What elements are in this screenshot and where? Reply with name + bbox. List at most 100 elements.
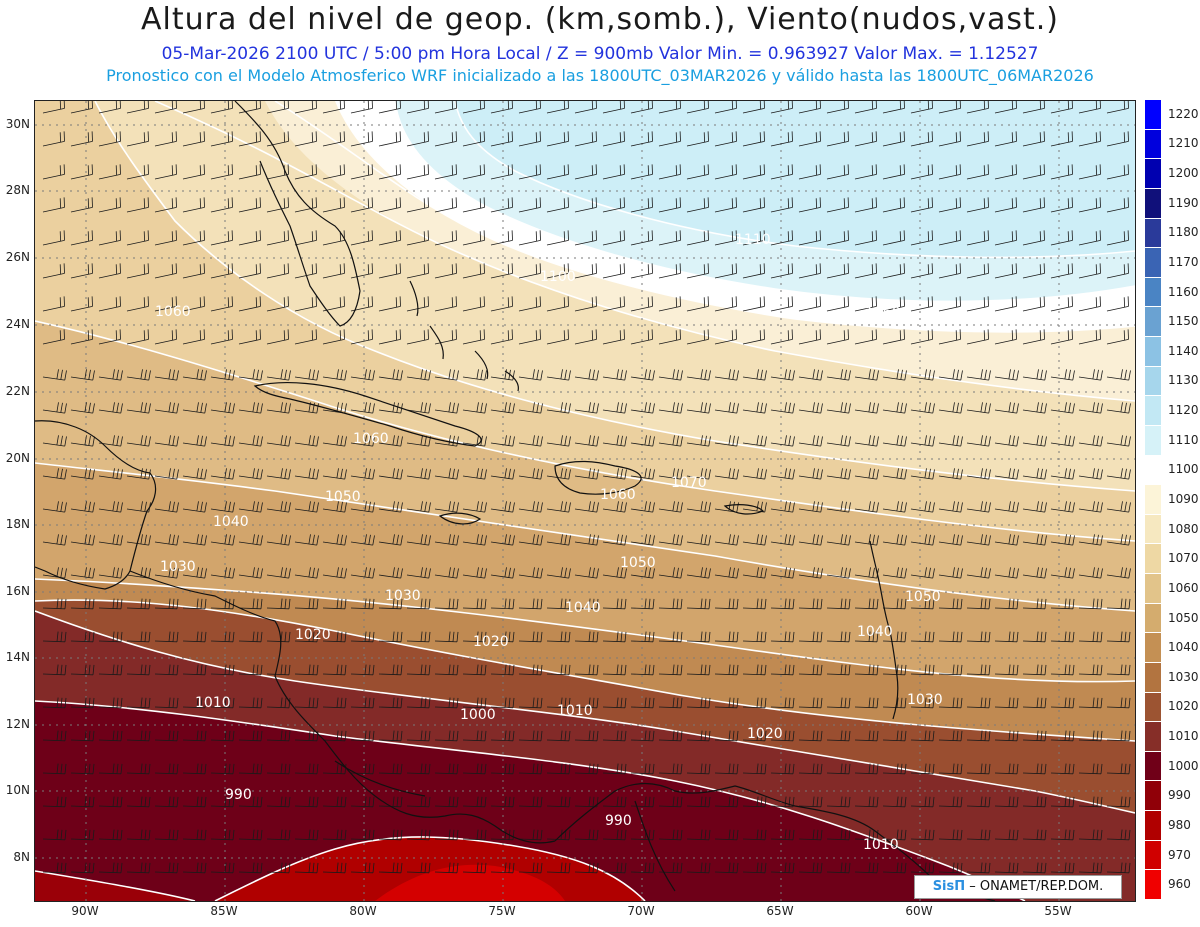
wind-barb <box>42 230 65 246</box>
lon-label-90w: 90W <box>71 904 99 918</box>
wind-barb <box>938 697 963 709</box>
wind-barb <box>1078 567 1103 579</box>
wind-barb <box>518 829 543 841</box>
wind-barb <box>938 534 963 546</box>
wind-barb <box>686 862 711 874</box>
wind-barb <box>798 369 823 381</box>
wind-barb <box>742 664 767 676</box>
wind-barb <box>1078 369 1103 381</box>
colorbar-swatch <box>1145 722 1161 752</box>
wind-barb <box>70 598 95 610</box>
wind-barb <box>210 369 235 381</box>
wind-barb <box>798 501 823 513</box>
wind-barb <box>742 468 767 480</box>
wind-barb <box>294 369 319 381</box>
wind-barb <box>154 501 179 513</box>
valid-time-line: 05-Mar-2026 2100 UTC / 5:00 pm Hora Loca… <box>161 44 1039 64</box>
forecast-map[interactable]: 1110 1100 1060 1060 1050 1040 1030 1030 … <box>34 100 1136 902</box>
wind-barb <box>938 197 961 213</box>
wind-barb <box>714 730 739 742</box>
wind-barb <box>910 664 935 676</box>
wind-barb <box>294 567 319 579</box>
wind-barb <box>350 598 375 610</box>
wind-barb <box>630 501 655 513</box>
wind-barb <box>770 468 795 480</box>
wind-barb <box>630 534 655 546</box>
wind-barb <box>350 468 375 480</box>
wind-barb <box>630 664 655 676</box>
wind-barb <box>518 796 543 808</box>
wind-barb <box>910 468 935 480</box>
wind-barb <box>938 329 961 345</box>
wind-barb <box>294 534 319 546</box>
wind-barb <box>462 534 487 546</box>
wind-barb <box>266 501 291 513</box>
colorbar-swatch <box>1145 633 1161 663</box>
wind-barb <box>966 263 989 279</box>
wind-barb <box>350 567 375 579</box>
wind-barb <box>154 230 177 246</box>
wind-barb <box>70 763 95 775</box>
wind-barb <box>518 435 543 447</box>
colorbar-label: 1210 <box>1168 136 1199 151</box>
colorbar-label: 980 <box>1168 817 1191 832</box>
wind-barb <box>714 468 739 480</box>
wind-barb <box>602 230 625 246</box>
wind-barb <box>714 197 737 213</box>
wind-barb <box>910 296 933 312</box>
wind-barb <box>574 468 599 480</box>
wind-barb <box>518 763 543 775</box>
wind-barb <box>910 402 935 414</box>
wind-barb <box>686 763 711 775</box>
wind-barb <box>322 501 347 513</box>
wind-barb <box>70 435 95 447</box>
wind-barb <box>770 402 795 414</box>
wind-barb <box>938 164 961 180</box>
wind-barb <box>1050 534 1075 546</box>
wind-barb <box>182 631 207 643</box>
wind-barb <box>42 164 65 180</box>
wind-barb <box>266 796 291 808</box>
wind-barb <box>826 730 851 742</box>
wind-barb <box>798 402 823 414</box>
wind-barb <box>238 435 263 447</box>
lat-label-20n: 20N <box>5 451 30 465</box>
colorbar-label: 1110 <box>1168 432 1199 447</box>
wind-barb <box>350 369 375 381</box>
contour-label-1100: 1100 <box>540 269 576 285</box>
lat-label-28n: 28N <box>5 183 30 197</box>
wind-barb <box>406 197 429 213</box>
wind-barb <box>742 263 765 279</box>
wind-barb <box>70 369 95 381</box>
wind-barb <box>70 631 95 643</box>
wind-barb <box>602 534 627 546</box>
wind-barb <box>1022 730 1047 742</box>
wind-barb <box>490 862 515 874</box>
colorbar-label: 1150 <box>1168 314 1199 329</box>
wind-barb <box>686 534 711 546</box>
wind-barb <box>854 697 879 709</box>
wind-barb <box>98 230 121 246</box>
wind-barb <box>994 598 1019 610</box>
wind-barb <box>938 829 963 841</box>
wind-barb <box>238 197 261 213</box>
wind-barb <box>42 263 65 279</box>
wind-barb <box>546 862 571 874</box>
wind-barb <box>406 664 431 676</box>
wind-barb <box>462 164 485 180</box>
wind-barb <box>434 131 457 147</box>
wind-barb <box>126 164 149 180</box>
wind-barb <box>322 598 347 610</box>
wind-barb <box>518 329 541 345</box>
wind-barb <box>182 468 207 480</box>
wind-barb <box>630 631 655 643</box>
wind-barb <box>42 468 67 480</box>
wind-barb <box>378 598 403 610</box>
wind-barb <box>238 296 261 312</box>
wind-barb <box>882 164 905 180</box>
wind-barb <box>266 329 289 345</box>
wind-barb <box>1078 402 1103 414</box>
wind-barb <box>574 296 597 312</box>
wind-barb <box>518 131 541 147</box>
wind-barb <box>546 131 569 147</box>
